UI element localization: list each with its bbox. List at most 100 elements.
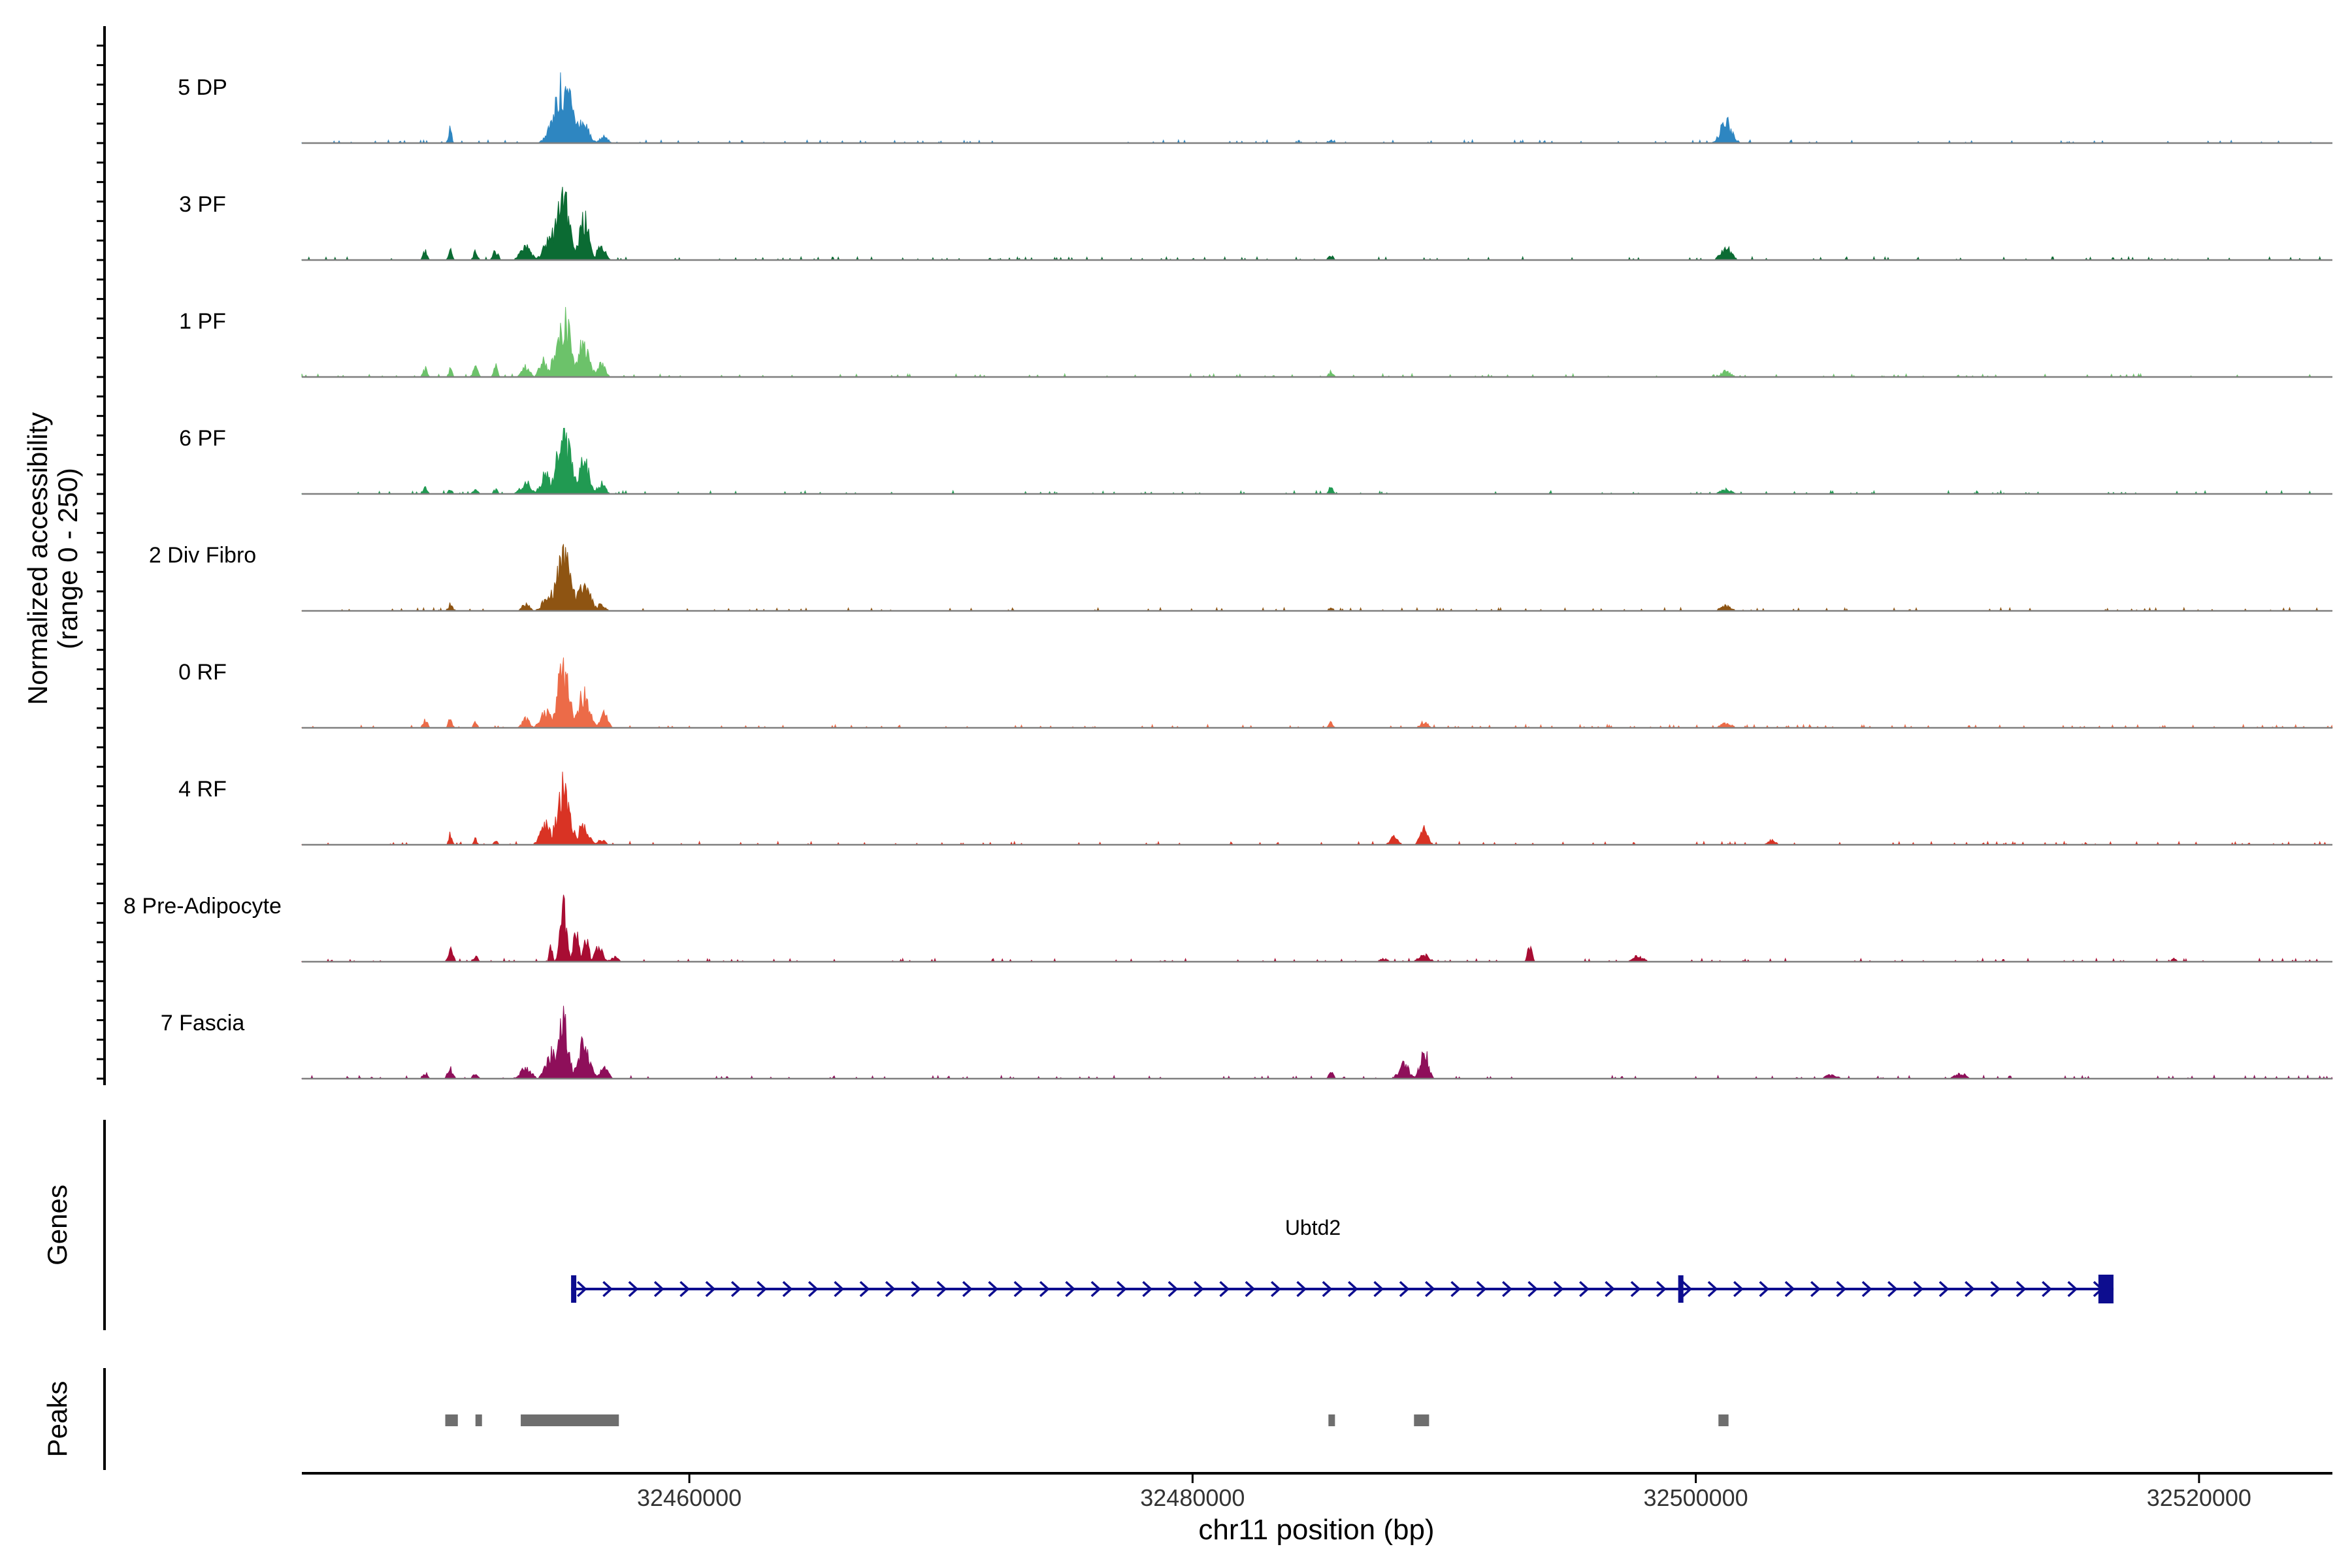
strand-arrow (1527, 1281, 1539, 1298)
peak-region (1328, 1414, 1335, 1426)
strand-arrow (653, 1281, 664, 1298)
x-tick-label: 32520000 (2147, 1484, 2251, 1511)
strand-arrow (1399, 1281, 1410, 1298)
coverage-area (301, 306, 2333, 378)
strand-arrow (782, 1281, 793, 1298)
coverage-area (301, 186, 2332, 261)
strand-arrow (1013, 1281, 1024, 1298)
track-label: 8 Pre-Adipocyte (123, 894, 282, 919)
strand-arrow (628, 1281, 639, 1298)
strand-arrow (1579, 1281, 1590, 1298)
x-axis: 32460000 32480000 32500000 32520000 (302, 1472, 2332, 1511)
y-axis (97, 26, 106, 1085)
track-4: 6 PF (179, 426, 2332, 495)
genes-track-label: Genes (42, 1184, 73, 1266)
strand-arrow (1682, 1281, 1693, 1298)
strand-arrow (1836, 1281, 1847, 1298)
strand-arrow (757, 1281, 767, 1298)
strand-arrow (1039, 1281, 1050, 1298)
strand-arrow (1707, 1281, 1718, 1298)
strand-arrow (1759, 1281, 1770, 1298)
strand-arrow (1450, 1281, 1462, 1298)
strand-arrow (1861, 1281, 1872, 1298)
strand-arrow (1194, 1281, 1204, 1298)
track-label: 3 PF (179, 192, 226, 217)
strand-arrow (808, 1281, 819, 1298)
strand-arrow (1502, 1281, 1512, 1298)
strand-arrow (936, 1281, 947, 1298)
strand-arrow (911, 1281, 922, 1298)
track-label: 6 PF (179, 426, 226, 451)
genes-track: Ubtd2 (571, 1216, 2114, 1303)
strand-arrow (1271, 1281, 1281, 1298)
track-label: 5 DP (178, 75, 227, 100)
x-tick-label: 32480000 (1140, 1484, 1245, 1511)
strand-arrow (602, 1281, 613, 1298)
strand-arrow (962, 1281, 973, 1298)
strand-arrow (1117, 1281, 1127, 1298)
peak-region (445, 1414, 458, 1426)
strand-arrow (1990, 1281, 2001, 1298)
strand-arrow (2067, 1281, 2078, 1298)
strand-arrow (834, 1281, 845, 1298)
exon (1678, 1275, 1684, 1303)
strand-arrow (1553, 1281, 1564, 1298)
strand-arrow (1168, 1281, 1179, 1298)
strand-arrow (1784, 1281, 1795, 1298)
strand-arrow (1065, 1281, 1076, 1298)
track-8: 8 Pre-Adipocyte (123, 894, 2333, 963)
track-label: 1 PF (179, 309, 226, 334)
x-axis-title: chr11 position (bp) (1198, 1514, 1434, 1546)
track-2: 3 PF (179, 186, 2332, 261)
strand-arrow (1733, 1281, 1744, 1298)
strand-arrow (885, 1281, 896, 1298)
peak-region (475, 1414, 482, 1426)
coverage-area (301, 544, 2333, 612)
strand-arrow (1322, 1281, 1333, 1298)
strand-arrow (1476, 1281, 1487, 1298)
strand-arrow (1373, 1281, 1384, 1298)
track-7: 4 RF (178, 772, 2333, 846)
strand-arrow (859, 1281, 870, 1298)
coverage-area (301, 894, 2333, 963)
gene-name: Ubtd2 (1285, 1216, 1341, 1239)
strand-arrow (1810, 1281, 1821, 1298)
strand-arrow (1348, 1281, 1358, 1298)
strand-arrow (705, 1281, 716, 1298)
x-tick-label: 32460000 (637, 1484, 742, 1511)
coverage-area (301, 657, 2333, 729)
strand-arrow (2042, 1281, 2052, 1298)
strand-arrow (1425, 1281, 1435, 1298)
strand-arrow (2016, 1281, 2027, 1298)
track-9: 7 Fascia (161, 1005, 2333, 1080)
coverage-area (301, 772, 2333, 845)
coverage-area (301, 1005, 2333, 1079)
y-axis-title: Normalized accessibility (22, 412, 53, 705)
exon (571, 1275, 577, 1303)
strand-arrow (1296, 1281, 1307, 1298)
peak-region (1718, 1414, 1729, 1426)
track-1: 5 DP (178, 72, 2333, 144)
track-label: 2 Div Fibro (149, 543, 256, 568)
peak-region (521, 1414, 619, 1426)
strand-arrow (988, 1281, 999, 1298)
track-3: 1 PF (179, 306, 2333, 378)
strand-arrow (1887, 1281, 1898, 1298)
strand-arrow (730, 1281, 742, 1298)
strand-arrow (1605, 1281, 1616, 1298)
strand-arrow (1630, 1281, 1641, 1298)
coverage-area (301, 427, 2332, 495)
strand-arrow (1656, 1281, 1667, 1298)
track-label: 4 RF (178, 777, 227, 802)
strand-arrow (1965, 1281, 1975, 1298)
exon (2098, 1275, 2114, 1303)
strand-arrow (1913, 1281, 1924, 1298)
track-label: 0 RF (178, 660, 227, 685)
track-label: 7 Fascia (161, 1011, 245, 1036)
peak-region (1414, 1414, 1429, 1426)
x-tick-label: 32500000 (1644, 1484, 1748, 1511)
strand-arrow (576, 1281, 587, 1298)
track-5: 2 Div Fibro (149, 543, 2333, 612)
coverage-area (301, 72, 2333, 144)
